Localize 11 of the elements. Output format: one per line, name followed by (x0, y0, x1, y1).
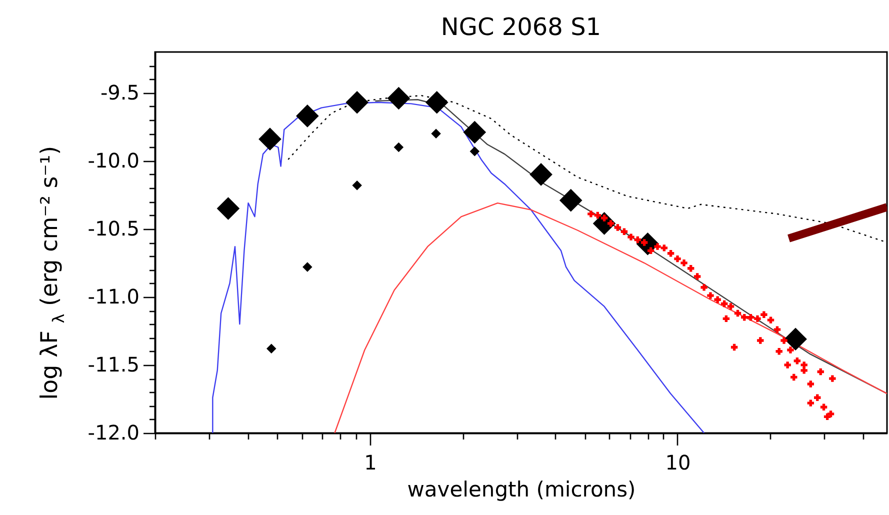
x-tick-label: 10 (665, 450, 691, 474)
y-tick-label: -10.5 (88, 216, 140, 240)
y-tick-label: -10.0 (88, 148, 140, 172)
y-tick-label: -9.5 (100, 80, 140, 104)
chart-title: NGC 2068 S1 (440, 13, 602, 41)
y-tick-label: -12.0 (88, 420, 140, 444)
x-axis-title: wavelength (microns) (407, 478, 636, 502)
y-axis-title: log λFλ (erg cm⁻² s⁻¹) (37, 146, 68, 400)
y-tick-label: -11.0 (88, 284, 140, 308)
x-tick-label: 1 (364, 450, 377, 474)
y-tick-label: -11.5 (88, 352, 140, 376)
